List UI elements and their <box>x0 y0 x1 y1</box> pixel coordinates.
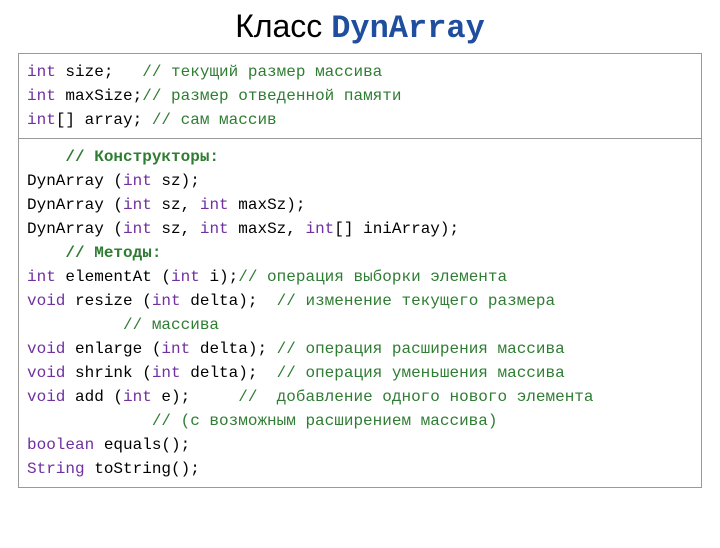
method-line: boolean equals(); <box>27 433 693 457</box>
field-name: array; <box>75 111 152 129</box>
method-line: void enlarge (int delta); // операция ра… <box>27 337 693 361</box>
methods-section: // Конструкторы: DynArray (int sz); DynA… <box>19 139 701 487</box>
array-brackets: [] <box>56 111 75 129</box>
ctor-header: // Конструкторы: <box>27 145 693 169</box>
field-line: int size; // текущий размер массива <box>27 60 693 84</box>
method-line: void add (int e); // добавление одного н… <box>27 385 693 409</box>
comment: // сам массив <box>152 111 277 129</box>
title-label: Класс <box>235 8 331 44</box>
keyword: int <box>27 87 56 105</box>
field-name: maxSize; <box>56 87 142 105</box>
method-line: String toString(); <box>27 457 693 481</box>
field-line: int maxSize;// размер отведенной памяти <box>27 84 693 108</box>
fields-section: int size; // текущий размер массива int … <box>19 54 701 139</box>
keyword: int <box>27 63 56 81</box>
method-line: void shrink (int delta); // операция уме… <box>27 361 693 385</box>
ctor-line: DynArray (int sz, int maxSz, int[] iniAr… <box>27 217 693 241</box>
slide-title: Класс DynArray <box>0 8 720 47</box>
title-typename: DynArray <box>331 10 485 47</box>
comment: // текущий размер массива <box>142 63 382 81</box>
methods-header: // Методы: <box>27 241 693 265</box>
code-container: int size; // текущий размер массива int … <box>18 53 702 488</box>
keyword: int <box>27 111 56 129</box>
method-cont: // массива <box>27 313 693 337</box>
field-line: int[] array; // сам массив <box>27 108 693 132</box>
method-line: void resize (int delta); // изменение те… <box>27 289 693 313</box>
comment: // размер отведенной памяти <box>142 87 401 105</box>
method-cont: // (с возможным расширением массива) <box>27 409 693 433</box>
ctor-line: DynArray (int sz); <box>27 169 693 193</box>
ctor-line: DynArray (int sz, int maxSz); <box>27 193 693 217</box>
method-line: int elementAt (int i);// операция выборк… <box>27 265 693 289</box>
field-name: size; <box>56 63 142 81</box>
